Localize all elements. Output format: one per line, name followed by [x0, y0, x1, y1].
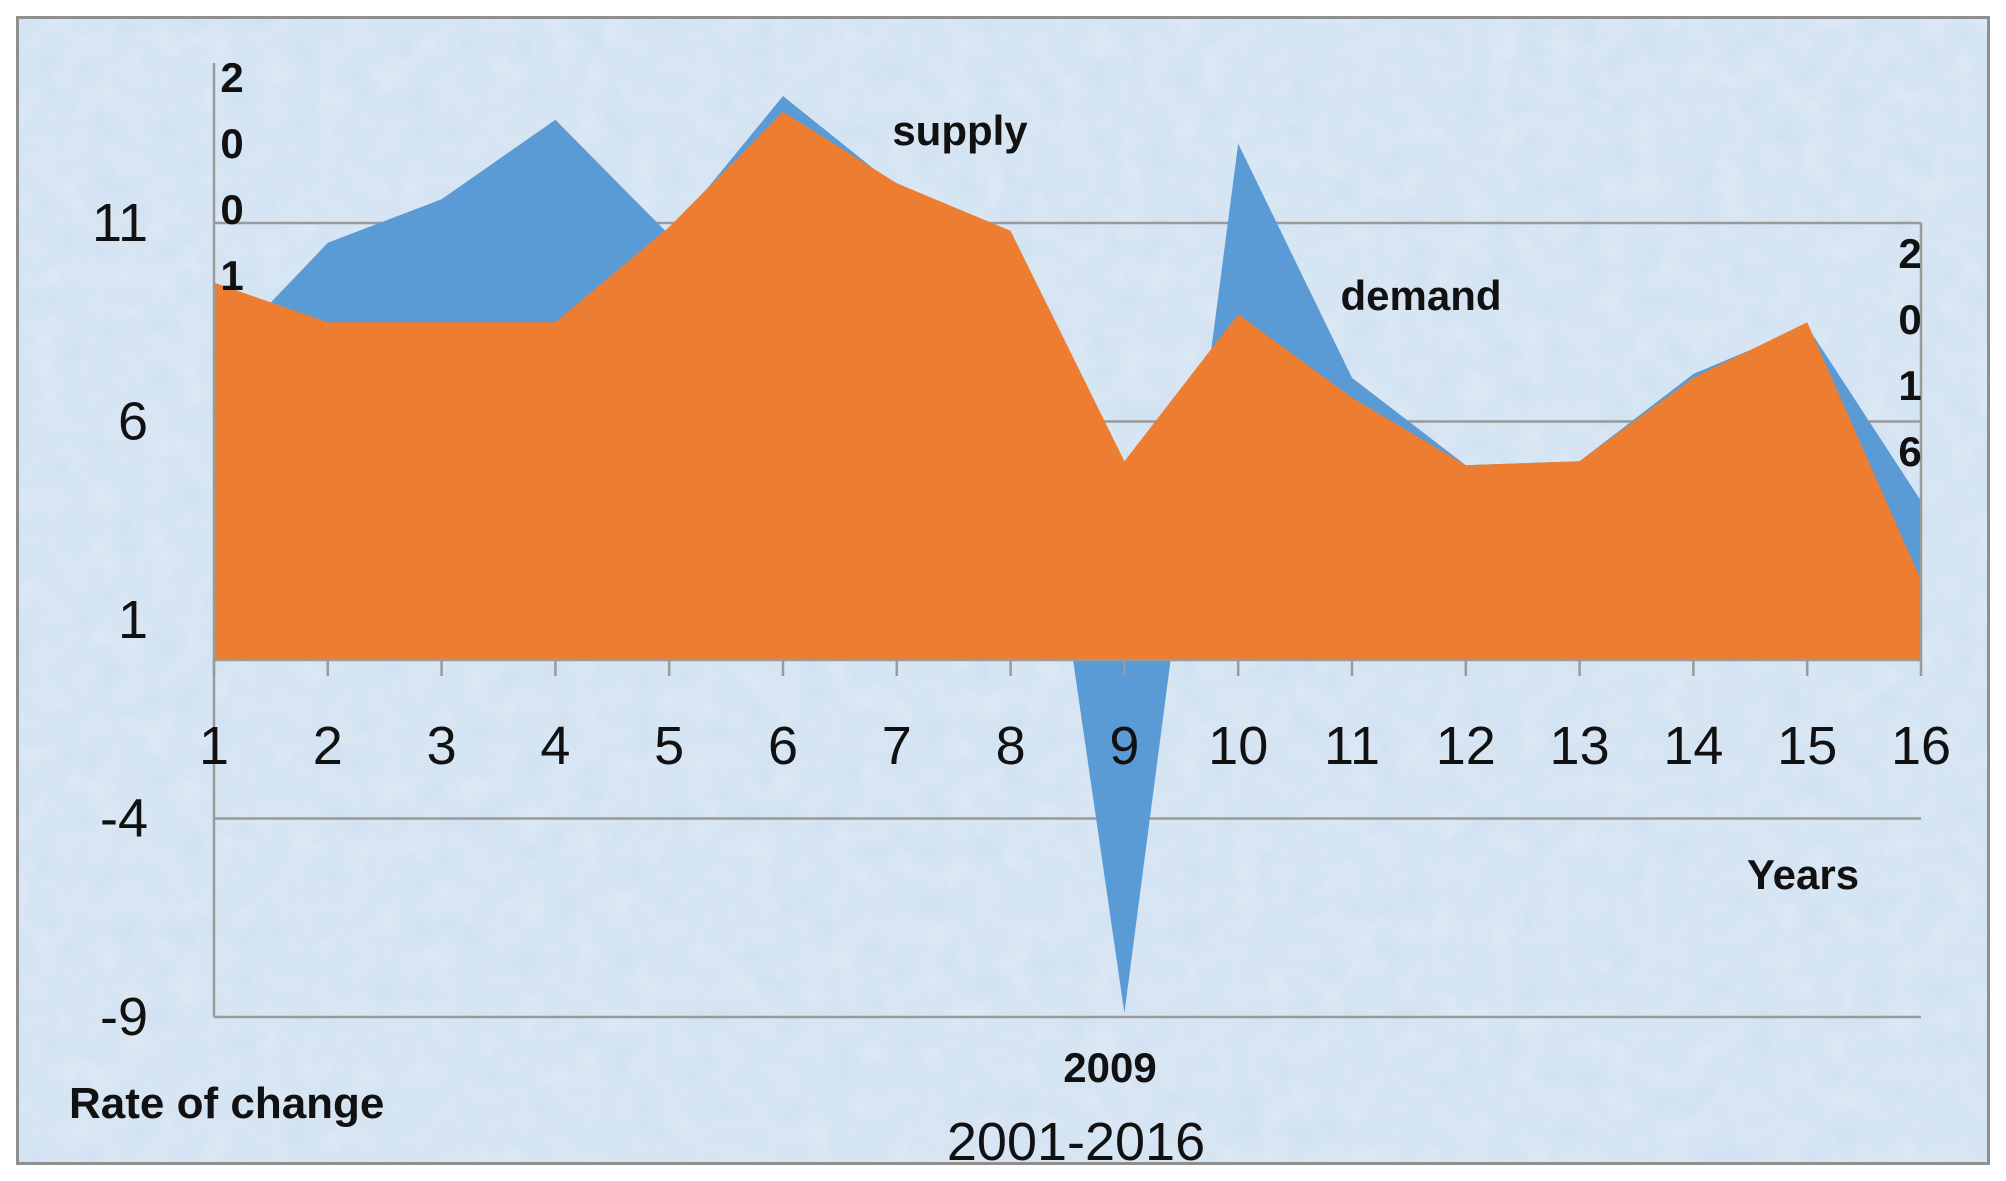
start-year-char: 2 [220, 54, 243, 101]
demand-annotation: demand [1340, 272, 1501, 319]
start-year-label: 2001 [220, 54, 243, 299]
y-tick-label: 6 [118, 392, 148, 452]
y-axis-label: Rate of change [69, 1079, 384, 1128]
year-2009-label: 2009 [1063, 1044, 1156, 1091]
plot-areas [214, 96, 1921, 1013]
end-year-char: 6 [1898, 428, 1921, 475]
y-tick-label: 1 [118, 590, 148, 650]
chart-subtitle: 2001-2016 [947, 1112, 1205, 1165]
x-tick-label: 14 [1663, 716, 1723, 776]
x-tick-label: 11 [1324, 716, 1380, 776]
x-tick-label: 7 [882, 716, 912, 776]
demand-area [214, 111, 1921, 661]
x-tick-label: 12 [1436, 716, 1496, 776]
axes [212, 63, 1923, 1017]
supply-annotation: supply [892, 107, 1028, 154]
y-tick-label: -9 [100, 987, 148, 1047]
x-axis-label: Years [1747, 851, 1859, 898]
start-year-char: 0 [220, 186, 243, 233]
y-tick-labels: 11 6 1 -4 -9 [92, 193, 148, 1047]
y-tick-label: 11 [92, 193, 148, 253]
start-year-char: 0 [220, 120, 243, 167]
x-tick-label: 8 [996, 716, 1026, 776]
x-tick-labels: 1 2 3 4 5 6 7 8 9 10 11 12 13 14 15 16 [199, 716, 1951, 776]
x-tick-label: 3 [427, 716, 457, 776]
x-tick-label: 13 [1550, 716, 1610, 776]
x-tick-label: 10 [1208, 716, 1268, 776]
end-year-char: 2 [1898, 230, 1921, 277]
x-tick-label: 1 [199, 716, 229, 776]
x-tick-label: 4 [540, 716, 570, 776]
x-tick-label: 6 [768, 716, 798, 776]
start-year-char: 1 [220, 252, 243, 299]
end-year-char: 0 [1898, 296, 1921, 343]
end-year-char: 1 [1898, 362, 1921, 409]
y-tick-label: -4 [100, 789, 148, 849]
chart-frame: 11 6 1 -4 -9 1 2 3 4 5 6 7 8 9 10 11 12 13 14 15 16 supply … [16, 16, 1990, 1165]
x-tick-label: 16 [1891, 716, 1951, 776]
x-tick-label: 15 [1777, 716, 1837, 776]
x-tick-label: 9 [1109, 716, 1139, 776]
end-year-label: 2016 [1898, 230, 1921, 475]
x-tick-label: 5 [654, 716, 684, 776]
x-tick-label: 2 [313, 716, 343, 776]
